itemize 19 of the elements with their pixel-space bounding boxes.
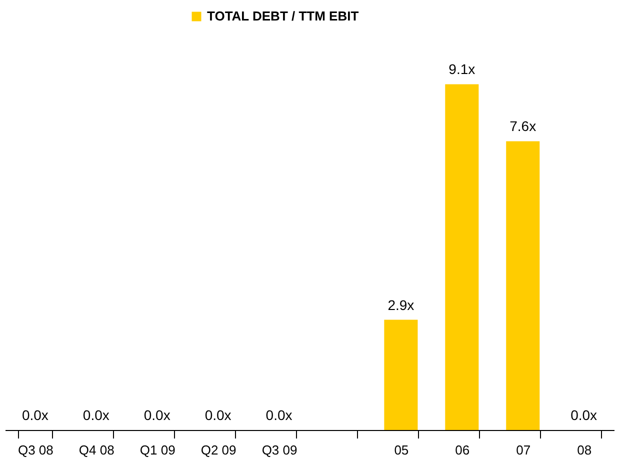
data-label: 0.0x <box>144 407 170 423</box>
x-tick-label: 05 <box>394 442 409 458</box>
x-tick-label: 06 <box>455 442 470 458</box>
x-tick-label: Q1 09 <box>140 442 176 458</box>
x-tick-label: Q3 09 <box>262 442 298 458</box>
data-label: 0.0x <box>22 407 48 423</box>
data-label: 7.6x <box>510 118 536 134</box>
x-tick-label: 08 <box>577 442 592 458</box>
data-label: 0.0x <box>204 407 232 423</box>
x-tick-label: 07 <box>516 442 531 458</box>
data-label: 0.0x <box>570 407 598 423</box>
data-label: 2.9x <box>388 296 414 313</box>
data-label: 0.0x <box>82 407 110 423</box>
x-tick-label: Q4 08 <box>78 442 114 458</box>
x-tick-label: Q2 09 <box>200 442 236 458</box>
data-label: 0.0x <box>266 407 292 423</box>
x-tick-label: Q3 08 <box>18 442 54 458</box>
data-label: 9.1x <box>448 61 476 78</box>
legend-label: TOTAL DEBT / TTM EBIT <box>207 8 359 24</box>
